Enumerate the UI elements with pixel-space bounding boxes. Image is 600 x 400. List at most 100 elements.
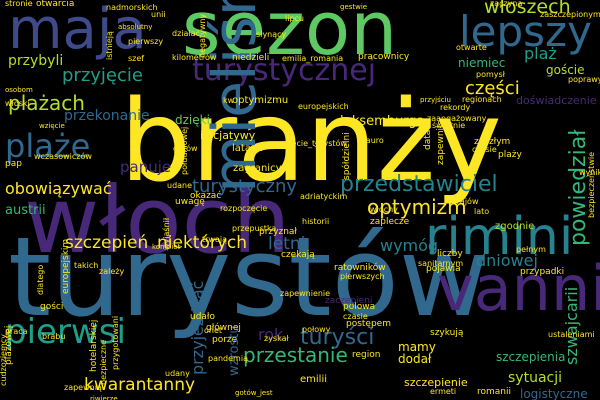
word: niedzieli	[232, 53, 270, 63]
word: okazać	[190, 191, 222, 201]
word: liczby	[437, 249, 463, 259]
word: udało	[190, 312, 215, 322]
word: otwarcia	[36, 0, 75, 9]
word: mauro	[358, 136, 384, 145]
word: czekają	[281, 250, 315, 260]
word: negatywny	[198, 13, 207, 58]
word: włoski	[5, 99, 30, 108]
word: przygotowani	[111, 315, 120, 370]
word: przedstawiciel	[340, 172, 498, 197]
word: czasie	[343, 312, 368, 321]
word: kwarantanny	[84, 375, 196, 395]
word: optymizm	[367, 195, 467, 219]
word: części	[465, 78, 520, 99]
word: letni	[268, 234, 306, 254]
word: adriatyckim	[300, 192, 348, 201]
word: porze	[212, 335, 238, 345]
word: pełnym	[516, 245, 546, 254]
word: logistyczne	[520, 387, 588, 400]
word: przypadki	[520, 267, 565, 277]
word: zależy	[99, 267, 125, 276]
word: emilii	[300, 374, 328, 385]
word: turystycznej	[192, 53, 377, 88]
word: plażowej	[4, 325, 14, 365]
word: obowiązywać	[5, 179, 112, 198]
word: głównej	[206, 323, 241, 333]
word: włoch	[24, 167, 291, 274]
word: wyjaśnił	[162, 217, 171, 250]
word: gotów	[173, 144, 198, 153]
word: gestwie	[340, 3, 368, 11]
word: vanni	[437, 252, 600, 325]
word: pierwsi	[5, 312, 126, 352]
word: gości	[40, 302, 64, 312]
word: turystyczny	[192, 176, 298, 197]
word: zgodnie	[495, 221, 535, 232]
word: udane	[167, 181, 193, 190]
word: latach	[232, 143, 263, 154]
word: historii	[302, 217, 330, 226]
word: pracownicy	[358, 52, 410, 62]
word: kompiet	[152, 243, 181, 251]
word: rok	[258, 325, 284, 344]
word: zaangażowany	[427, 114, 487, 123]
word: lipcu	[285, 14, 304, 23]
word: słynący	[256, 30, 287, 39]
word: turyści	[300, 325, 375, 350]
word: ustaleniami	[548, 330, 595, 339]
word: zapewnią	[64, 383, 102, 392]
word: pap	[5, 159, 22, 169]
word: branży	[120, 77, 502, 207]
word: osobom	[5, 86, 33, 94]
word: inicjatywy	[200, 129, 256, 142]
word: bezpieczne	[99, 339, 108, 385]
word: pomysł	[476, 70, 505, 79]
word: brabu	[42, 332, 66, 341]
word: niektórych	[157, 233, 248, 253]
word: unii	[151, 10, 166, 19]
word: maja	[8, 0, 147, 62]
word: hotelarskiej	[89, 319, 99, 372]
word: plaże	[5, 127, 91, 165]
word: przyjściu	[420, 96, 451, 104]
word: dniowej	[476, 251, 538, 270]
word: minie	[129, 135, 138, 158]
word: zagranicy	[233, 163, 282, 174]
word: włochy	[370, 205, 398, 214]
word: nadmorskich	[106, 3, 158, 12]
word: data	[423, 129, 433, 150]
word: bezpieczeństwie	[587, 151, 596, 218]
word: lepszy	[459, 7, 592, 56]
word: praca	[5, 327, 28, 336]
word: trwają	[202, 235, 227, 244]
word: pandemią	[208, 354, 248, 363]
word: kw	[223, 96, 235, 105]
word: takich	[74, 261, 99, 270]
word: zyskał	[264, 334, 289, 343]
word: polowa	[343, 302, 376, 312]
word: postępem	[346, 319, 391, 329]
word: szef	[128, 54, 145, 63]
word: pierwszych	[340, 272, 385, 281]
word: luksemburga	[340, 114, 425, 129]
word: sanitarnym	[418, 259, 464, 268]
word: szykują	[430, 328, 464, 338]
word: riwierze	[90, 395, 118, 400]
word: wynik	[579, 168, 600, 177]
word: wzrostu	[227, 325, 242, 376]
word: szwajcarii	[562, 286, 581, 365]
word: pierwszy	[128, 37, 164, 46]
word: otwarte	[456, 43, 487, 52]
word: uwagę	[175, 197, 205, 207]
word: wzięcie	[39, 122, 65, 130]
word: świetnie	[432, 121, 466, 130]
word: plaż	[524, 44, 557, 63]
word: panuje	[120, 158, 172, 176]
word: sezon	[182, 0, 398, 72]
word: regionach	[462, 95, 502, 104]
word: ratowników	[334, 263, 386, 273]
word: zapewniła	[436, 119, 446, 165]
word: europejskim	[61, 238, 71, 294]
word: pojawia	[426, 264, 461, 274]
